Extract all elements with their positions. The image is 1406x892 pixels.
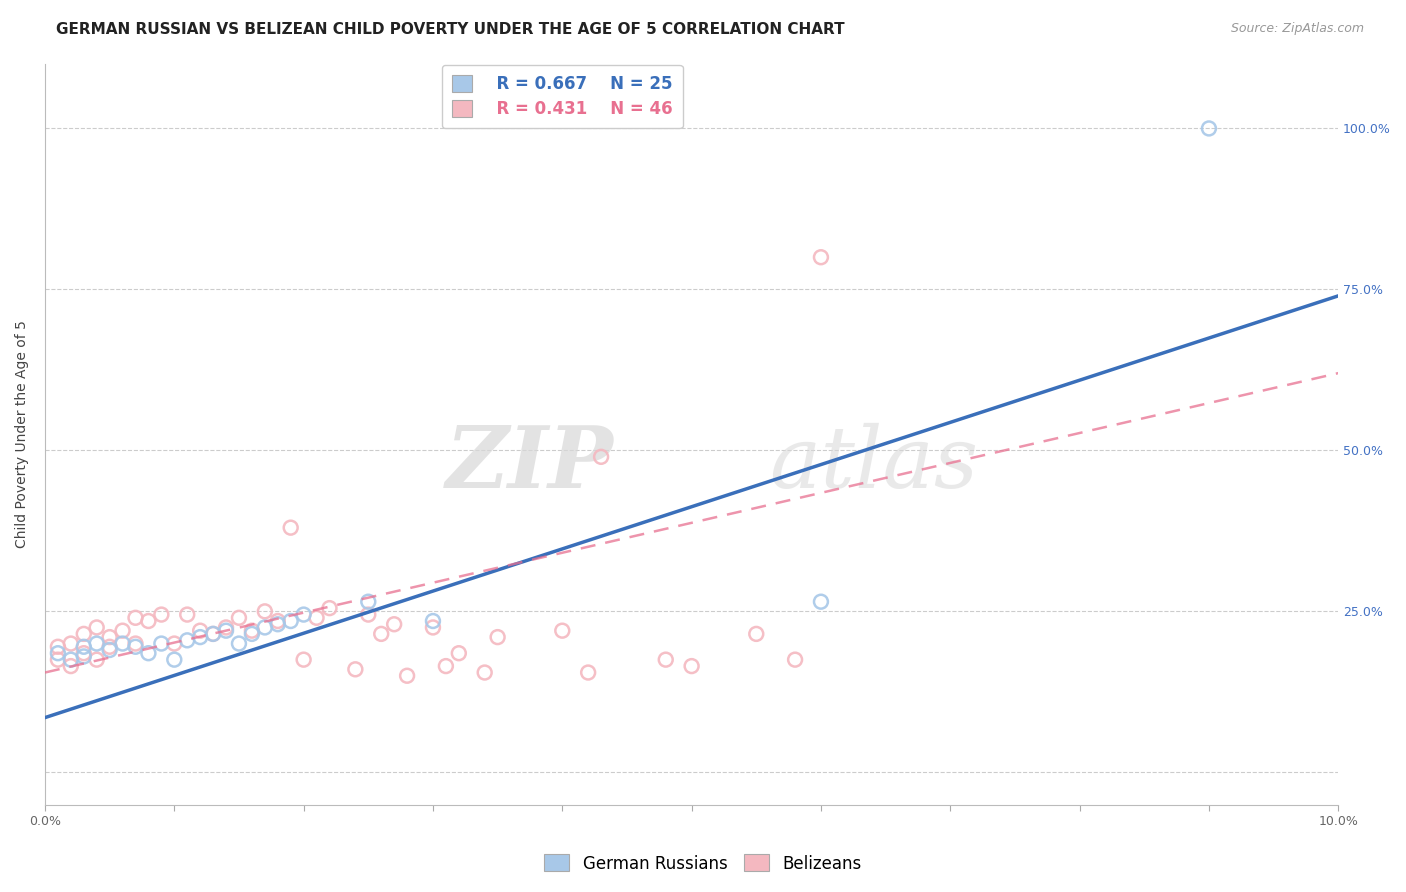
Point (73, 649, 96, 664)
Point (253, 620, 276, 634)
Point (111, 636, 134, 650)
Point (59, 659, 82, 673)
Point (422, 620, 444, 634)
Point (422, 614, 444, 628)
Point (46, 646, 69, 660)
Point (305, 611, 328, 625)
Point (215, 620, 238, 634)
Point (46, 640, 69, 654)
Point (98, 643, 121, 657)
Legend: German Russians, Belizeans: German Russians, Belizeans (537, 847, 869, 880)
Point (370, 627, 392, 641)
Point (447, 646, 470, 660)
Point (253, 604, 276, 618)
Text: GERMAN RUSSIAN VS BELIZEAN CHILD POVERTY UNDER THE AGE OF 5 CORRELATION CHART: GERMAN RUSSIAN VS BELIZEAN CHILD POVERTY… (56, 22, 845, 37)
Point (591, 450, 613, 464)
Point (576, 665, 599, 680)
Point (280, 521, 302, 535)
Point (59, 653, 82, 667)
Point (292, 653, 315, 667)
Point (810, 250, 832, 264)
Point (176, 607, 198, 622)
Point (73, 640, 96, 654)
Point (111, 624, 134, 638)
Point (1198, 121, 1220, 136)
Point (86, 636, 108, 650)
Point (73, 646, 96, 660)
Legend:   R = 0.667    N = 25,   R = 0.431    N = 46: R = 0.667 N = 25, R = 0.431 N = 46 (441, 65, 683, 128)
Point (783, 653, 806, 667)
Point (810, 595, 832, 609)
Text: Source: ZipAtlas.com: Source: ZipAtlas.com (1230, 22, 1364, 36)
Point (202, 627, 225, 641)
Point (98, 640, 121, 654)
Point (176, 633, 198, 648)
Point (124, 636, 146, 650)
Point (202, 627, 225, 641)
Point (267, 617, 290, 632)
Point (280, 614, 302, 628)
Point (474, 665, 496, 680)
Point (163, 653, 186, 667)
Point (240, 627, 263, 641)
Point (188, 624, 211, 638)
Point (138, 614, 160, 628)
Point (486, 630, 509, 644)
Point (228, 636, 250, 650)
Point (382, 617, 405, 632)
Point (228, 611, 250, 625)
Point (163, 636, 186, 650)
Point (138, 646, 160, 660)
Point (681, 659, 703, 673)
Point (396, 669, 419, 683)
Point (344, 662, 367, 676)
Point (357, 607, 380, 622)
Point (86, 653, 108, 667)
Point (292, 607, 315, 622)
Point (357, 595, 380, 609)
Point (150, 636, 173, 650)
Point (551, 624, 574, 638)
Point (124, 611, 146, 625)
Point (318, 601, 340, 615)
Point (434, 659, 457, 673)
Point (124, 640, 146, 654)
Point (745, 627, 768, 641)
Point (86, 620, 108, 634)
Point (188, 630, 211, 644)
Point (59, 636, 82, 650)
Text: ZIP: ZIP (446, 422, 614, 506)
Y-axis label: Child Poverty Under the Age of 5: Child Poverty Under the Age of 5 (15, 320, 30, 549)
Point (240, 624, 263, 638)
Point (267, 614, 290, 628)
Text: atlas: atlas (769, 423, 979, 505)
Point (98, 630, 121, 644)
Point (655, 653, 678, 667)
Point (46, 653, 69, 667)
Point (215, 624, 238, 638)
Point (73, 627, 96, 641)
Point (150, 607, 173, 622)
